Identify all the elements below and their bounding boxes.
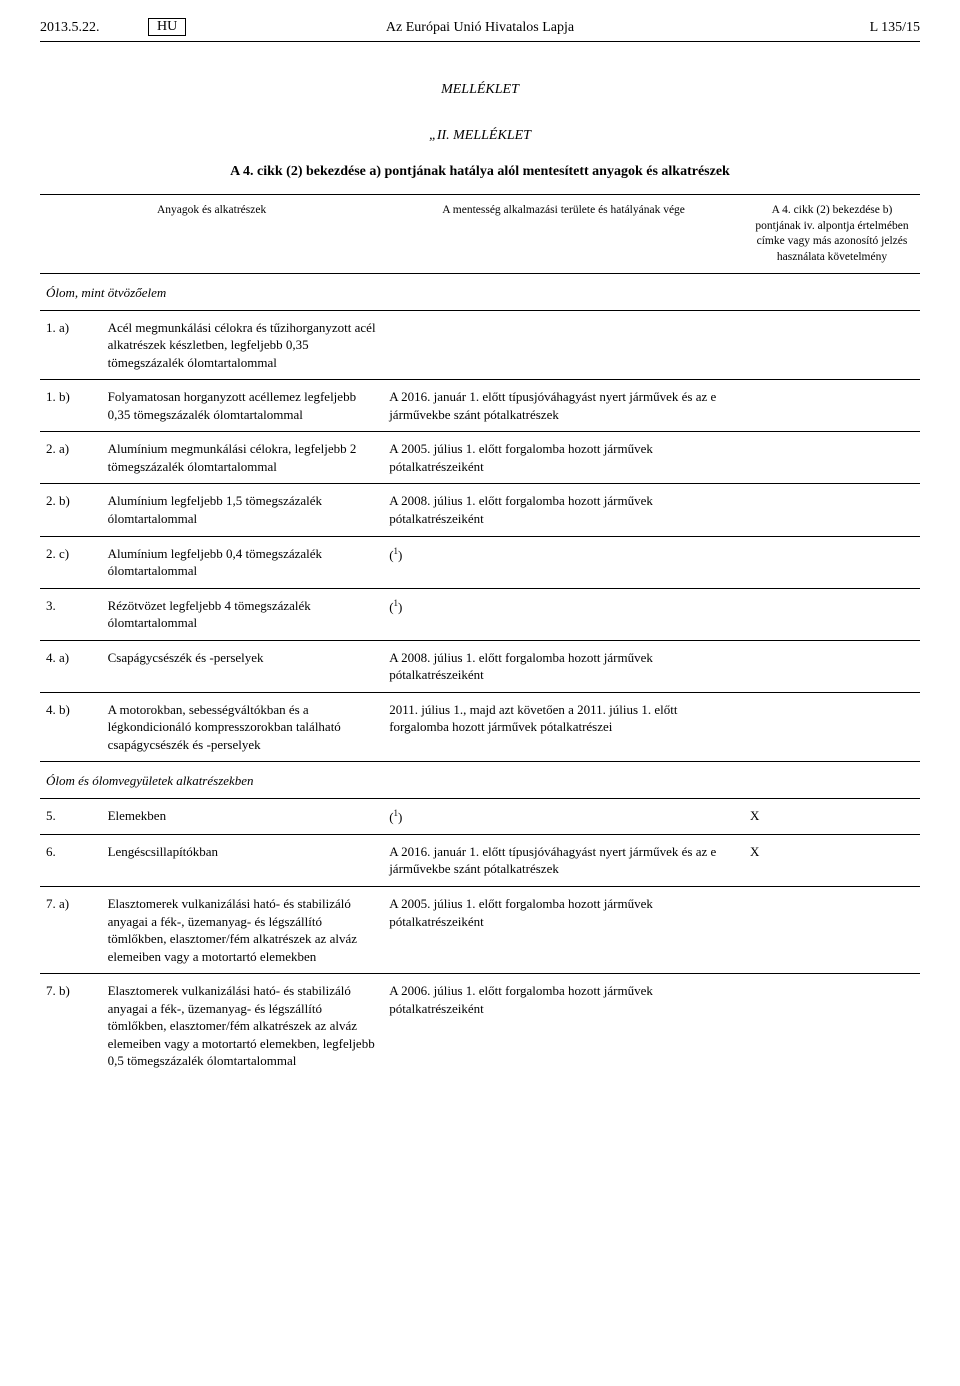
row-number: 5.: [40, 799, 102, 835]
row-desc: Alumínium megmunkálási célokra, legfelje…: [102, 432, 384, 484]
row-mark: [744, 640, 920, 692]
row-mark: [744, 484, 920, 536]
row-desc: A motorokban, sebességváltókban és a lég…: [102, 692, 384, 762]
row-scope: 2011. július 1., majd azt követően a 201…: [383, 692, 744, 762]
table-row: 1. a) Acél megmunkálási célokra és tűzih…: [40, 310, 920, 380]
annex-title: MELLÉKLET: [40, 82, 920, 98]
row-mark: [744, 974, 920, 1078]
row-number: 6.: [40, 834, 102, 886]
table-row: 3. Rézötvözet legfeljebb 4 tömegszázalék…: [40, 588, 920, 640]
row-scope: (1): [383, 536, 744, 588]
row-scope: A 2005. július 1. előtt forgalomba hozot…: [383, 432, 744, 484]
table-header-row: Anyagok és alkatrészek A mentesség alkal…: [40, 195, 920, 274]
row-desc: Alumínium legfeljebb 1,5 tömegszázalék ó…: [102, 484, 384, 536]
row-mark: [744, 310, 920, 380]
table-row: 2. c) Alumínium legfeljebb 0,4 tömegszáz…: [40, 536, 920, 588]
category-label: Ólom, mint ötvözőelem: [40, 274, 920, 311]
row-number: 4. a): [40, 640, 102, 692]
table-row: 2. b) Alumínium legfeljebb 1,5 tömegszáz…: [40, 484, 920, 536]
row-scope: (1): [383, 799, 744, 835]
row-mark: X: [744, 799, 920, 835]
table-row: 4. b) A motorokban, sebességváltókban és…: [40, 692, 920, 762]
header-journal: Az Európai Unió Hivatalos Lapja: [40, 20, 920, 36]
page-header: 2013.5.22. HU Az Európai Unió Hivatalos …: [40, 20, 920, 42]
table-row: 5. Elemekben (1) X: [40, 799, 920, 835]
col-header-marking: A 4. cikk (2) bekezdése b) pontjának iv.…: [744, 195, 920, 274]
category-label: Ólom és ólomvegyületek alkatrészekben: [40, 762, 920, 799]
row-scope: A 2005. július 1. előtt forgalomba hozot…: [383, 886, 744, 973]
table-row: 4. a) Csapágycsészék és -perselyek A 200…: [40, 640, 920, 692]
row-mark: [744, 588, 920, 640]
table-title: A 4. cikk (2) bekezdése a) pontjának hat…: [40, 164, 920, 180]
row-desc: Elemekben: [102, 799, 384, 835]
row-number: 2. c): [40, 536, 102, 588]
row-scope: (1): [383, 588, 744, 640]
category-row: Ólom, mint ötvözőelem: [40, 274, 920, 311]
footnote-marker: 1: [394, 598, 399, 608]
row-desc: Acél megmunkálási célokra és tűzihorgany…: [102, 310, 384, 380]
row-number: 7. a): [40, 886, 102, 973]
row-mark: [744, 380, 920, 432]
row-number: 7. b): [40, 974, 102, 1078]
category-row: Ólom és ólomvegyületek alkatrészekben: [40, 762, 920, 799]
row-desc: Elasztomerek vulkanizálási ható- és stab…: [102, 886, 384, 973]
row-mark: X: [744, 834, 920, 886]
row-mark: [744, 692, 920, 762]
col-header-scope: A mentesség alkalmazási területe és hatá…: [383, 195, 744, 274]
row-number: 1. b): [40, 380, 102, 432]
row-scope: A 2016. január 1. előtt típusjóváhagyást…: [383, 380, 744, 432]
row-number: 2. a): [40, 432, 102, 484]
row-mark: [744, 536, 920, 588]
row-number: 3.: [40, 588, 102, 640]
table-row: 7. a) Elasztomerek vulkanizálási ható- é…: [40, 886, 920, 973]
table-row: 1. b) Folyamatosan horganyzott acéllemez…: [40, 380, 920, 432]
table-row: 2. a) Alumínium megmunkálási célokra, le…: [40, 432, 920, 484]
row-scope: A 2016. január 1. előtt típusjóváhagyást…: [383, 834, 744, 886]
footnote-marker: 1: [394, 808, 399, 818]
exemptions-table: Anyagok és alkatrészek A mentesség alkal…: [40, 194, 920, 1078]
row-scope: A 2008. július 1. előtt forgalomba hozot…: [383, 640, 744, 692]
table-row: 7. b) Elasztomerek vulkanizálási ható- é…: [40, 974, 920, 1078]
row-scope: A 2006. július 1. előtt forgalomba hozot…: [383, 974, 744, 1078]
row-mark: [744, 886, 920, 973]
row-scope: A 2008. július 1. előtt forgalomba hozot…: [383, 484, 744, 536]
table-body: Ólom, mint ötvözőelem 1. a) Acél megmunk…: [40, 274, 920, 1078]
row-number: 2. b): [40, 484, 102, 536]
row-number: 1. a): [40, 310, 102, 380]
row-mark: [744, 432, 920, 484]
row-number: 4. b): [40, 692, 102, 762]
footnote-marker: 1: [394, 546, 399, 556]
row-desc: Lengéscsillapítókban: [102, 834, 384, 886]
row-desc: Csapágycsészék és -perselyek: [102, 640, 384, 692]
row-desc: Rézötvözet legfeljebb 4 tömegszázalék ól…: [102, 588, 384, 640]
table-row: 6. Lengéscsillapítókban A 2016. január 1…: [40, 834, 920, 886]
header-page-number: L 135/15: [870, 20, 920, 36]
row-desc: Alumínium legfeljebb 0,4 tömegszázalék ó…: [102, 536, 384, 588]
row-scope: [383, 310, 744, 380]
row-desc: Elasztomerek vulkanizálási ható- és stab…: [102, 974, 384, 1078]
annex-subtitle: „II. MELLÉKLET: [40, 128, 920, 144]
col-header-materials: Anyagok és alkatrészek: [40, 195, 383, 274]
row-desc: Folyamatosan horganyzott acéllemez legfe…: [102, 380, 384, 432]
